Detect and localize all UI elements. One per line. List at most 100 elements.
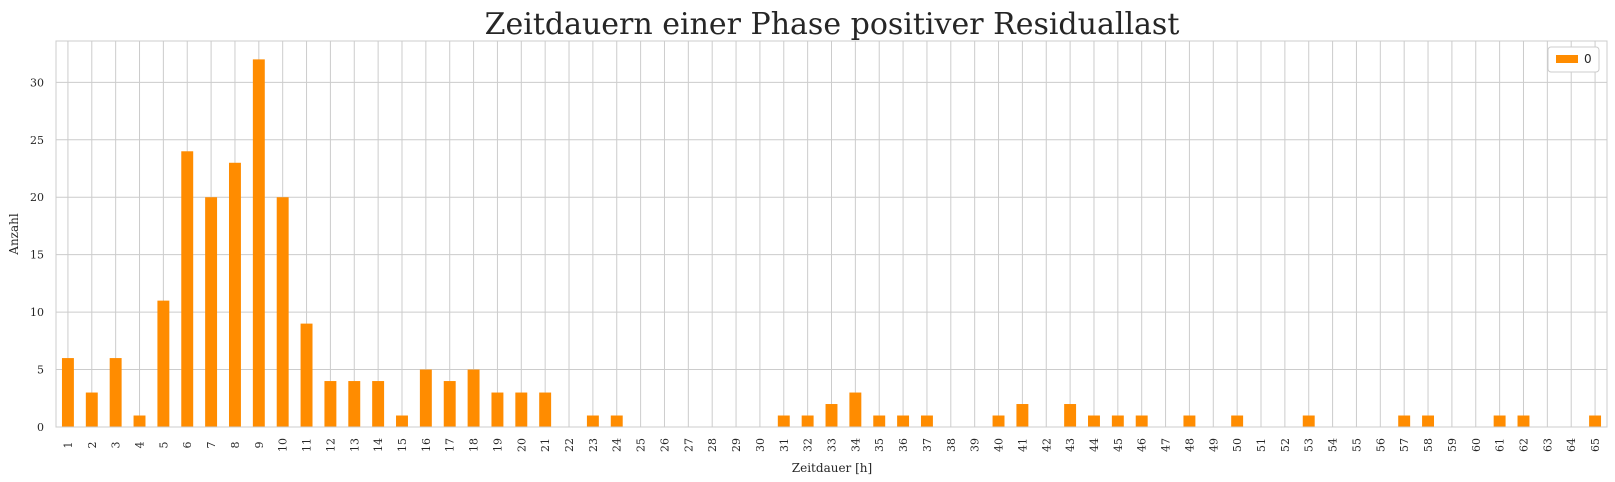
bar bbox=[1016, 404, 1029, 427]
x-tick-label: 37 bbox=[921, 438, 934, 452]
x-tick-label: 64 bbox=[1565, 438, 1578, 452]
x-tick-label: 11 bbox=[301, 438, 314, 452]
chart-title: Zeitdauern einer Phase positiver Residua… bbox=[485, 7, 1180, 42]
x-tick-label: 50 bbox=[1231, 438, 1244, 452]
x-tick-label: 56 bbox=[1374, 438, 1387, 452]
x-tick-label: 28 bbox=[706, 438, 719, 452]
y-tick-label: 20 bbox=[30, 191, 44, 204]
bar bbox=[228, 162, 241, 427]
x-tick-label: 65 bbox=[1589, 438, 1602, 452]
bar bbox=[467, 369, 480, 427]
x-tick-label: 48 bbox=[1183, 438, 1196, 452]
x-tick-label: 60 bbox=[1470, 438, 1483, 452]
x-tick-label: 47 bbox=[1160, 438, 1173, 452]
bar bbox=[849, 392, 862, 427]
x-tick-label: 57 bbox=[1398, 438, 1411, 452]
bar bbox=[586, 415, 599, 427]
bar bbox=[61, 358, 74, 427]
x-tick-label: 42 bbox=[1040, 438, 1053, 452]
bar bbox=[920, 415, 933, 427]
bar bbox=[1135, 415, 1148, 427]
y-tick-label: 30 bbox=[30, 76, 44, 89]
bar bbox=[1422, 415, 1435, 427]
bar bbox=[372, 381, 385, 427]
x-tick-label: 8 bbox=[229, 442, 242, 449]
x-tick-label: 18 bbox=[468, 438, 481, 452]
x-tick-label: 7 bbox=[205, 442, 218, 449]
x-tick-label: 41 bbox=[1016, 438, 1029, 452]
x-tick-label: 24 bbox=[611, 438, 624, 452]
bar bbox=[396, 415, 408, 427]
y-tick-label: 10 bbox=[30, 306, 44, 319]
x-tick-label: 1 bbox=[62, 442, 75, 449]
x-tick-label: 36 bbox=[897, 438, 910, 452]
x-tick-label: 59 bbox=[1446, 438, 1459, 452]
bar bbox=[348, 381, 361, 427]
bar bbox=[1398, 415, 1411, 427]
bar bbox=[419, 369, 432, 427]
bar bbox=[515, 392, 528, 427]
bar bbox=[491, 392, 504, 427]
x-tick-label: 52 bbox=[1279, 438, 1292, 452]
x-tick-label: 34 bbox=[849, 438, 862, 452]
x-tick-label: 20 bbox=[515, 438, 528, 452]
y-axis-label: Anzahl bbox=[7, 213, 21, 256]
x-tick-label: 40 bbox=[993, 438, 1006, 452]
bar bbox=[324, 381, 337, 427]
x-tick-label: 10 bbox=[277, 438, 290, 452]
x-tick-label: 6 bbox=[181, 442, 194, 449]
bar bbox=[1589, 415, 1602, 427]
legend: 0 bbox=[1547, 46, 1600, 73]
x-tick-label: 45 bbox=[1112, 438, 1125, 452]
bar bbox=[825, 404, 838, 427]
plot-frame bbox=[55, 40, 1608, 428]
bar bbox=[85, 392, 98, 427]
bar bbox=[276, 197, 289, 427]
x-tick-label: 17 bbox=[444, 438, 457, 452]
x-tick-label: 35 bbox=[873, 438, 886, 452]
x-tick-label: 32 bbox=[802, 438, 815, 452]
x-tick-label: 12 bbox=[324, 438, 337, 452]
bar bbox=[252, 59, 265, 427]
bar bbox=[539, 392, 552, 427]
bar bbox=[1088, 415, 1100, 427]
x-tick-label: 46 bbox=[1136, 438, 1149, 452]
bar bbox=[1302, 415, 1315, 427]
x-tick-label: 31 bbox=[778, 438, 791, 452]
x-tick-label: 58 bbox=[1422, 438, 1435, 452]
x-tick-label: 15 bbox=[396, 438, 409, 452]
x-tick-label: 53 bbox=[1303, 438, 1316, 452]
bar bbox=[443, 381, 456, 427]
y-tick-label: 25 bbox=[30, 134, 44, 147]
x-tick-label: 13 bbox=[348, 438, 361, 452]
bar bbox=[873, 415, 886, 427]
bar bbox=[300, 323, 313, 427]
x-tick-label: 9 bbox=[253, 442, 266, 449]
x-tick-label: 62 bbox=[1517, 438, 1530, 452]
x-tick-label: 26 bbox=[658, 438, 671, 452]
x-tick-label: 16 bbox=[420, 438, 433, 452]
x-tick-label: 19 bbox=[491, 438, 504, 452]
x-tick-label: 54 bbox=[1327, 438, 1340, 452]
x-tick-label: 38 bbox=[945, 438, 958, 452]
x-tick-label: 5 bbox=[157, 442, 170, 449]
bar bbox=[1517, 415, 1530, 427]
x-tick-label: 2 bbox=[86, 442, 99, 449]
x-tick-label: 43 bbox=[1064, 438, 1077, 452]
x-tick-label: 30 bbox=[754, 438, 767, 452]
x-tick-label: 49 bbox=[1207, 438, 1220, 452]
x-tick-label: 63 bbox=[1541, 438, 1554, 452]
x-tick-label: 55 bbox=[1350, 438, 1363, 452]
x-tick-label: 4 bbox=[134, 442, 147, 449]
bars bbox=[61, 59, 1602, 428]
bar bbox=[801, 415, 814, 427]
y-tick-label: 5 bbox=[37, 364, 44, 377]
y-tick-label: 0 bbox=[37, 421, 44, 434]
x-tick-label: 14 bbox=[372, 438, 385, 452]
bar bbox=[610, 415, 623, 427]
bar bbox=[133, 415, 146, 427]
x-tick-label: 22 bbox=[563, 438, 576, 452]
bar bbox=[1064, 404, 1077, 427]
x-tick-label: 33 bbox=[826, 438, 839, 452]
